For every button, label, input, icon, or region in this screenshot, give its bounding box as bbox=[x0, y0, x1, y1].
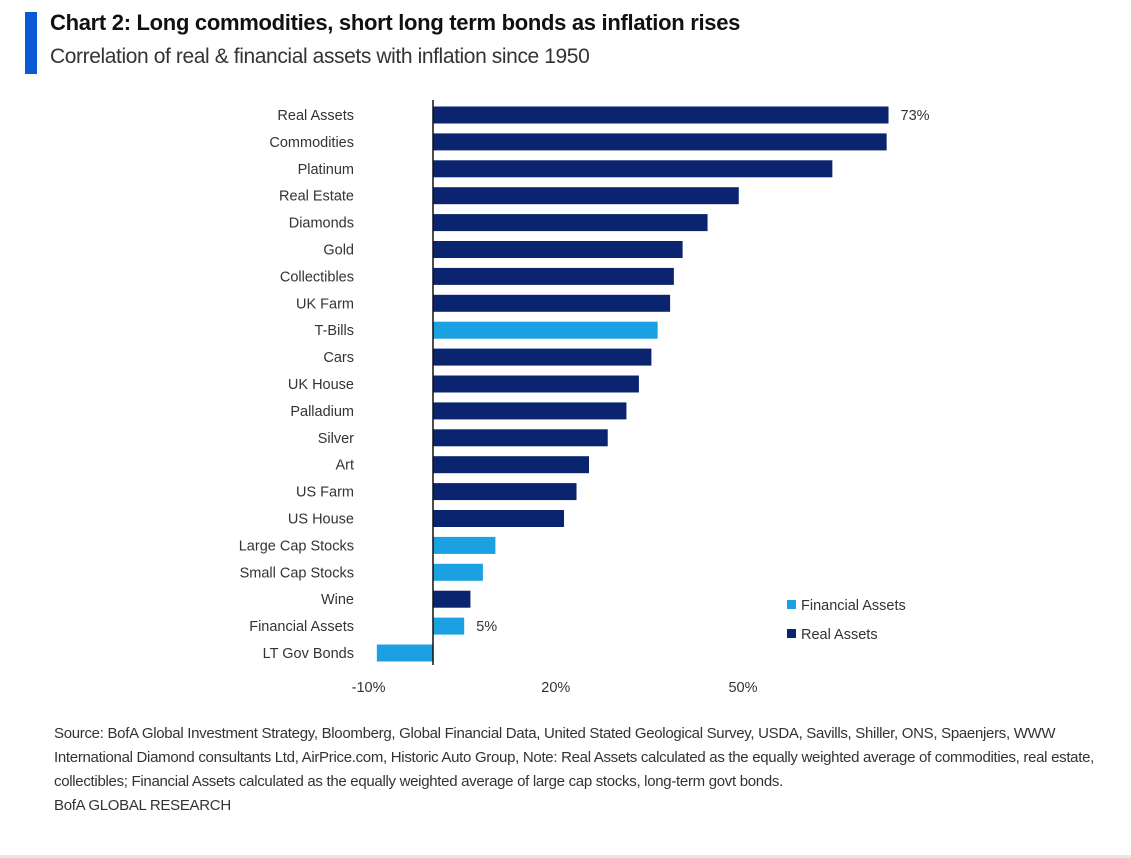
bottom-divider bbox=[0, 855, 1131, 858]
x-tick-label: -10% bbox=[352, 680, 386, 696]
bar-large-cap-stocks bbox=[433, 536, 496, 554]
category-label: Palladium bbox=[290, 404, 354, 420]
category-label: Real Assets bbox=[277, 108, 354, 124]
bar-us-farm bbox=[433, 483, 577, 501]
brand-label: BofA GLOBAL RESEARCH bbox=[54, 797, 231, 814]
bar-silver bbox=[433, 429, 608, 447]
bar-cars bbox=[433, 348, 652, 366]
bar-uk-house bbox=[433, 375, 639, 393]
bar-lt-gov-bonds bbox=[376, 644, 433, 662]
legend-label: Financial Assets bbox=[801, 598, 906, 614]
category-label: US House bbox=[288, 512, 354, 528]
x-tick-label: 50% bbox=[728, 680, 757, 696]
category-label: Real Estate bbox=[279, 189, 354, 205]
x-tick-label: 20% bbox=[541, 680, 570, 696]
category-label: Gold bbox=[323, 243, 354, 259]
bar-financial-assets bbox=[433, 617, 465, 635]
category-label: US Farm bbox=[296, 485, 354, 501]
bar-small-cap-stocks bbox=[433, 563, 483, 581]
category-label: Diamonds bbox=[289, 216, 354, 232]
category-label: LT Gov Bonds bbox=[263, 646, 354, 662]
bar-us-house bbox=[433, 510, 565, 527]
category-label: Cars bbox=[323, 350, 354, 366]
category-label: Wine bbox=[321, 592, 354, 608]
bar-chart: Real Assets 73% Commodities Platinum Real Es… bbox=[239, 100, 930, 696]
footer: Source: BofA Global Investment Strategy,… bbox=[54, 722, 1114, 818]
bar-commodities bbox=[433, 133, 887, 151]
category-label: Art bbox=[335, 458, 354, 474]
chart-title: Chart 2: Long commodities, short long te… bbox=[50, 10, 741, 35]
category-label: Collectibles bbox=[280, 269, 354, 285]
category-label: Small Cap Stocks bbox=[240, 565, 354, 581]
data-label: 5% bbox=[476, 619, 497, 635]
category-label: Platinum bbox=[298, 162, 354, 178]
data-label: 73% bbox=[901, 108, 930, 124]
bar-t-bills bbox=[433, 321, 658, 339]
chart-subtitle: Correlation of real & financial assets w… bbox=[50, 45, 590, 68]
legend-swatch-real-assets bbox=[787, 629, 796, 638]
bar-real-assets bbox=[433, 106, 889, 124]
bar-uk-farm bbox=[433, 294, 671, 312]
bar-wine bbox=[433, 590, 471, 608]
title-accent-bar bbox=[25, 12, 37, 74]
category-label: Commodities bbox=[269, 135, 354, 151]
legend-swatch-financial-assets bbox=[787, 600, 796, 609]
category-label: Silver bbox=[318, 431, 354, 447]
category-label: Financial Assets bbox=[249, 619, 354, 635]
bar-diamonds bbox=[433, 214, 708, 232]
bar-art bbox=[433, 456, 589, 474]
bar-gold bbox=[433, 241, 683, 258]
bar-real-estate bbox=[433, 187, 739, 205]
category-label: UK House bbox=[288, 377, 354, 393]
category-label: T-Bills bbox=[315, 323, 354, 339]
bar-collectibles bbox=[433, 267, 674, 285]
source-note: Source: BofA Global Investment Strategy,… bbox=[54, 725, 1095, 790]
category-label: UK Farm bbox=[296, 296, 354, 312]
legend-label: Real Assets bbox=[801, 627, 878, 643]
bar-palladium bbox=[433, 402, 627, 420]
bar-platinum bbox=[433, 160, 833, 178]
category-label: Large Cap Stocks bbox=[239, 538, 354, 554]
